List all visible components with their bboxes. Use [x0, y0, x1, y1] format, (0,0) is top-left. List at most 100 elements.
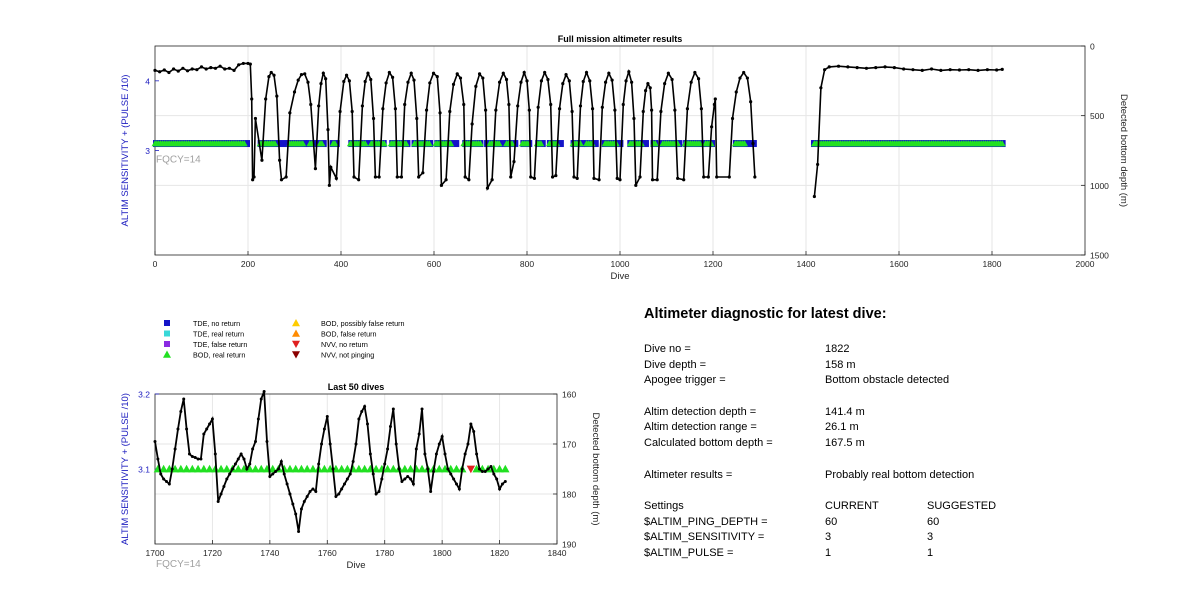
depth-point: [663, 82, 667, 86]
diag-current-header: CURRENT: [825, 499, 879, 512]
depth-point: [371, 472, 375, 476]
x-tick-label: 1700: [146, 548, 165, 558]
diag-suggested-value: 3: [927, 531, 934, 544]
depth-point: [317, 462, 321, 466]
bod-real-return-marker: [251, 464, 260, 473]
depth-point: [634, 183, 638, 187]
depth-point: [156, 457, 160, 461]
depth-point: [365, 422, 369, 426]
depth-point: [278, 158, 282, 162]
depth-point: [241, 61, 245, 66]
diag-label: Calculated bottom depth =: [644, 437, 773, 450]
depth-point: [512, 160, 516, 164]
bod-real-return-marker: [299, 140, 307, 147]
depth-point: [532, 176, 537, 180]
depth-point: [173, 447, 177, 451]
bod-real-return-marker: [501, 464, 510, 473]
depth-point: [417, 432, 421, 436]
bod-real-return-marker: [343, 464, 352, 473]
depth-point: [414, 447, 418, 451]
depth-point: [324, 77, 328, 81]
bod-real-return-marker: [176, 464, 186, 473]
depth-point: [655, 178, 659, 182]
depth-point: [371, 116, 376, 121]
depth-point: [501, 71, 505, 75]
depth-point: [429, 490, 433, 493]
legend-marker-square: [164, 330, 170, 337]
depth-point: [976, 68, 980, 72]
depth-point: [638, 175, 642, 179]
depth-point: [666, 71, 670, 75]
bod-real-return-marker: [271, 140, 279, 147]
depth-point: [274, 470, 278, 473]
depth-point: [386, 447, 390, 451]
depth-point: [343, 482, 347, 486]
depth-point: [267, 75, 271, 79]
depth-point: [394, 442, 398, 446]
depth-point: [685, 107, 690, 111]
diag-current-value: 3: [825, 531, 832, 544]
bod-real-return-marker: [440, 464, 450, 473]
depth-point: [256, 417, 260, 421]
depth-point: [575, 176, 579, 180]
depth-point: [176, 427, 180, 431]
depth-point: [444, 178, 448, 182]
diag-label: $ALTIM_PING_DEPTH =: [644, 515, 768, 528]
depth-point: [218, 64, 222, 68]
depth-point: [391, 407, 395, 411]
y-left-axis-label: ALTIM SENSITIVITY + (PULSE /10): [120, 75, 131, 227]
depth-point: [210, 417, 214, 421]
legend-label: NVV, no return: [321, 340, 368, 349]
depth-point: [749, 100, 753, 104]
depth-point: [516, 104, 520, 108]
depth-point: [297, 530, 301, 533]
depth-point: [624, 79, 628, 83]
depth-point: [455, 72, 459, 76]
diag-value: Probably real bottom detection: [825, 468, 975, 481]
depth-point: [185, 69, 190, 73]
depth-point: [403, 102, 407, 107]
depth-point: [368, 452, 372, 456]
depth-point: [432, 470, 436, 473]
depth-point: [696, 77, 701, 81]
diagnostic-title: Altimeter diagnostic for latest dive:: [644, 306, 887, 322]
depth-point: [250, 97, 254, 101]
depth-point: [334, 176, 338, 180]
x-tick-label: 0: [153, 259, 158, 269]
bod-real-return-marker: [537, 140, 545, 147]
depth-point: [415, 116, 419, 121]
depth-point: [570, 109, 574, 114]
depth-point: [939, 68, 943, 72]
depth-point: [231, 467, 235, 471]
depth-point: [397, 467, 401, 471]
depth-point: [199, 457, 203, 461]
depth-point: [607, 71, 611, 75]
depth-point: [855, 65, 859, 70]
depth-point: [673, 108, 677, 112]
depth-point: [275, 94, 279, 98]
bod-real-return-marker: [291, 464, 300, 473]
depth-point: [546, 77, 550, 82]
depth-point: [162, 477, 166, 481]
depth-point: [536, 105, 540, 109]
depth-point: [347, 79, 351, 83]
x-tick-label: 1740: [260, 548, 279, 558]
bod-real-return-marker: [257, 464, 266, 473]
x-tick-label: 1720: [203, 548, 222, 558]
depth-point: [380, 477, 384, 481]
depth-point: [503, 480, 507, 483]
bod-real-return-marker: [199, 464, 209, 473]
bod-real-return-marker: [285, 464, 295, 473]
depth-point: [253, 116, 258, 121]
depth-point: [202, 432, 206, 436]
diag-label: $ALTIM_PULSE =: [644, 546, 734, 559]
depth-point: [170, 467, 174, 471]
bod-real-return-marker: [188, 464, 197, 473]
depth-point: [222, 485, 226, 488]
depth-point: [354, 442, 358, 446]
depth-point: [328, 442, 332, 446]
depth-point: [208, 422, 212, 426]
diag-value: 158 m: [825, 358, 856, 371]
y-right-tick-label: 500: [1090, 111, 1104, 121]
depth-point: [262, 390, 266, 393]
